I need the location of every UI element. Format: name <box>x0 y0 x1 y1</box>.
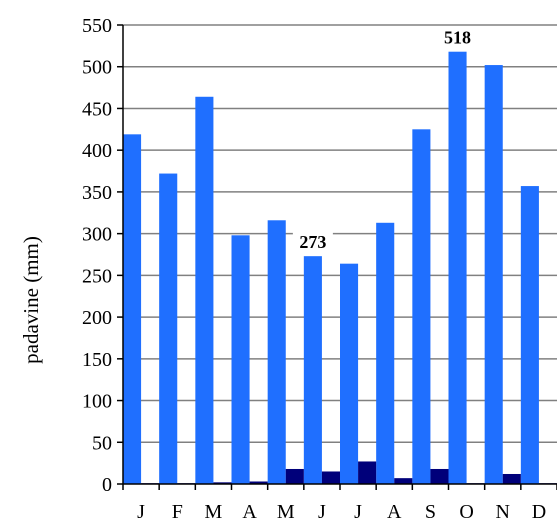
bar-series-0-4 <box>267 220 286 484</box>
x-tick-label: M <box>277 501 295 523</box>
bar-series-1-7 <box>394 478 413 484</box>
x-tick-label: A <box>387 501 402 523</box>
bar-series-1-3 <box>249 481 268 484</box>
x-tick-label: S <box>425 501 436 523</box>
data-label: 518 <box>444 28 471 48</box>
bar-series-0-9 <box>448 51 467 485</box>
y-tick-label: 150 <box>82 349 112 371</box>
y-tick-label: 350 <box>82 182 112 204</box>
x-tick-label: J <box>137 501 145 523</box>
bar-series-0-7 <box>376 222 395 484</box>
x-tick-label: J <box>318 501 326 523</box>
y-tick-label: 500 <box>82 57 112 79</box>
y-tick-label: 550 <box>82 15 112 37</box>
bar-series-0-8 <box>412 129 431 484</box>
data-label: 273 <box>299 232 326 252</box>
data-labels: 273 518 <box>292 26 478 254</box>
y-tick-label: 100 <box>82 391 112 413</box>
bar-series-1-8 <box>430 468 449 484</box>
y-tick-label: 250 <box>82 265 112 287</box>
x-tick-label: A <box>242 501 257 523</box>
bar-series-0-1 <box>159 173 178 485</box>
y-tick-label: 300 <box>82 224 112 246</box>
y-axis-title: padavine (mm) <box>19 236 43 364</box>
bar-series-0-6 <box>340 263 359 484</box>
bar-series-1-2 <box>213 482 232 484</box>
bar-series-1-4 <box>285 468 304 484</box>
x-tick-label: J <box>354 501 362 523</box>
y-tick-label: 0 <box>102 474 112 496</box>
x-tick-label: D <box>532 501 546 523</box>
y-tick-label: 50 <box>92 432 112 454</box>
y-tick-labels: 0 50 100 150 200 250 300 350 400 450 500 550 <box>82 15 112 496</box>
data-label-background <box>292 231 333 254</box>
y-tick-label: 450 <box>82 98 112 120</box>
x-tick-label: M <box>205 501 223 523</box>
bar-series-0-10 <box>484 65 503 485</box>
bar-series-0-11 <box>520 186 539 485</box>
x-tick-label: O <box>459 501 473 523</box>
bar-series-1-10 <box>502 473 521 484</box>
bar-series-0-5 <box>303 256 322 484</box>
bar-series-0-2 <box>195 96 214 485</box>
x-tick-label: N <box>496 501 510 523</box>
bar-series-0-0 <box>123 134 142 485</box>
bar-series-1-6 <box>358 461 377 484</box>
bars <box>123 51 557 485</box>
data-label-background <box>437 26 478 49</box>
x-tick-label: F <box>172 501 183 523</box>
bar-series-1-5 <box>321 471 340 484</box>
y-tick-label: 400 <box>82 140 112 162</box>
bar-series-0-3 <box>231 235 250 484</box>
axes <box>117 24 557 490</box>
y-tick-label: 200 <box>82 307 112 329</box>
